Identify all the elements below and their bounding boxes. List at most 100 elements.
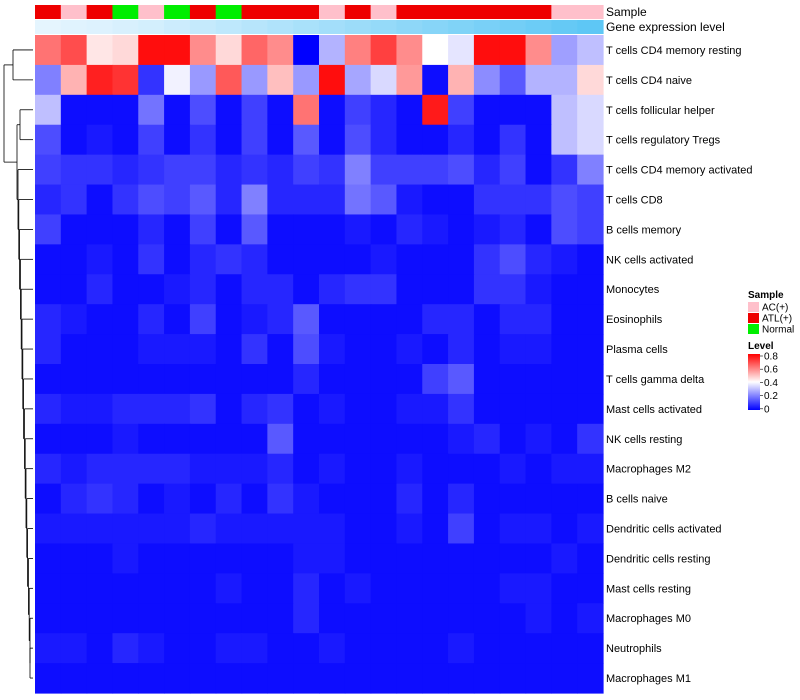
heatmap-cell bbox=[267, 603, 294, 634]
expression-annotation-cell bbox=[370, 20, 398, 34]
legend-level-ticks: 0.8 0.6 0.4 0.2 0 bbox=[760, 352, 778, 415]
heatmap-cell bbox=[396, 573, 423, 604]
heatmap-cell bbox=[293, 633, 320, 664]
expression-annotation-cell bbox=[86, 20, 114, 34]
heatmap-cell bbox=[293, 334, 320, 365]
sample-annotation-cell bbox=[499, 5, 527, 19]
heatmap-cell bbox=[422, 633, 449, 664]
heatmap-cell bbox=[422, 483, 449, 515]
heatmap-cell bbox=[551, 603, 578, 634]
heatmap-cell bbox=[215, 364, 243, 395]
heatmap-cell bbox=[396, 124, 423, 156]
heatmap-cell bbox=[344, 94, 372, 126]
heatmap-cell bbox=[370, 483, 398, 515]
heatmap-cell bbox=[241, 633, 268, 664]
heatmap-cell bbox=[293, 543, 320, 574]
heatmap-cell bbox=[60, 603, 88, 634]
heatmap-cell bbox=[112, 513, 139, 545]
heatmap-cell bbox=[164, 35, 191, 66]
heatmap-cell bbox=[60, 64, 88, 96]
heatmap-cell bbox=[525, 274, 552, 305]
heatmap-cell bbox=[189, 154, 217, 186]
heatmap-cell bbox=[551, 633, 578, 664]
heatmap-cell bbox=[293, 573, 320, 604]
heatmap-cell bbox=[525, 603, 552, 634]
heatmap-cell bbox=[60, 94, 88, 126]
heatmap-cell bbox=[86, 663, 114, 694]
heatmap-cell bbox=[164, 573, 191, 604]
row-label: T cells gamma delta bbox=[606, 374, 705, 386]
heatmap-cell bbox=[344, 64, 372, 96]
sample-annotation-cell bbox=[370, 5, 398, 19]
heatmap-cell bbox=[422, 124, 449, 156]
heatmap-cell bbox=[138, 393, 165, 425]
heatmap-cell bbox=[499, 663, 527, 694]
heatmap-cell bbox=[473, 274, 501, 305]
heatmap-cell bbox=[344, 364, 372, 395]
sample-annotation-cell bbox=[319, 5, 346, 19]
heatmap-cell bbox=[138, 573, 165, 604]
heatmap-cell bbox=[112, 274, 139, 305]
heatmap-cell bbox=[241, 274, 268, 305]
heatmap-cell bbox=[396, 94, 423, 126]
heatmap-cell bbox=[396, 633, 423, 664]
heatmap-cell bbox=[293, 154, 320, 186]
heatmap-cell bbox=[215, 513, 243, 545]
heatmap-cell bbox=[473, 423, 501, 455]
heatmap-cell bbox=[267, 663, 294, 694]
heatmap-cell bbox=[473, 334, 501, 365]
legend: Sample AC(+)ATL(+)Normal Level 0.8 0.6 0.4… bbox=[748, 290, 794, 415]
heatmap-cell bbox=[164, 364, 191, 395]
heatmap-cell bbox=[473, 304, 501, 335]
heatmap-cell bbox=[396, 304, 423, 335]
heatmap-cell bbox=[370, 364, 398, 395]
heatmap-cell bbox=[396, 64, 423, 96]
heatmap-cell bbox=[189, 573, 217, 604]
heatmap-cell bbox=[112, 94, 139, 126]
heatmap-cell bbox=[344, 334, 372, 365]
heatmap-cell bbox=[86, 364, 114, 395]
heatmap-cell bbox=[499, 184, 527, 216]
heatmap-cell bbox=[473, 154, 501, 186]
heatmap-cell bbox=[448, 453, 475, 485]
heatmap-cell bbox=[215, 573, 243, 604]
heatmap-cell bbox=[35, 214, 62, 245]
heatmap-cell bbox=[60, 633, 88, 664]
sample-annotation-cell bbox=[60, 5, 88, 19]
heatmap-cell bbox=[344, 274, 372, 305]
legend-label: Normal bbox=[762, 325, 794, 336]
heatmap-cell bbox=[164, 334, 191, 365]
legend-sample-title: Sample bbox=[748, 290, 784, 301]
heatmap-cell bbox=[138, 364, 165, 395]
heatmap-cell bbox=[577, 274, 604, 305]
heatmap-cell bbox=[164, 393, 191, 425]
heatmap-cell bbox=[370, 154, 398, 186]
heatmap-cell bbox=[112, 244, 139, 275]
heatmap-cell bbox=[448, 334, 475, 365]
heatmap-cell bbox=[370, 423, 398, 455]
heatmap-cell bbox=[344, 513, 372, 545]
heatmap-cell bbox=[448, 304, 475, 335]
heatmap-cell bbox=[215, 35, 243, 66]
heatmap-cell bbox=[112, 35, 139, 66]
heatmap-cell bbox=[525, 64, 552, 96]
heatmap-cell bbox=[319, 663, 346, 694]
heatmap-cell bbox=[293, 393, 320, 425]
row-label: Eosinophils bbox=[606, 314, 663, 326]
heatmap-cell bbox=[319, 423, 346, 455]
heatmap-cell bbox=[35, 423, 62, 455]
heatmap-cell bbox=[35, 573, 62, 604]
legend-tick-label: 0 bbox=[764, 404, 770, 415]
expression-annotation-cell bbox=[499, 20, 527, 34]
heatmap-cell bbox=[189, 633, 217, 664]
heatmap-cell bbox=[396, 603, 423, 634]
heatmap-cell bbox=[215, 184, 243, 216]
heatmap-cell bbox=[344, 35, 372, 66]
heatmap-cell bbox=[473, 124, 501, 156]
heatmap-cell bbox=[551, 423, 578, 455]
expression-annotation-cell bbox=[138, 20, 165, 34]
row-label: Neutrophils bbox=[606, 643, 662, 655]
heatmap-cell bbox=[577, 543, 604, 574]
heatmap-cell bbox=[344, 663, 372, 694]
heatmap-cell bbox=[448, 663, 475, 694]
